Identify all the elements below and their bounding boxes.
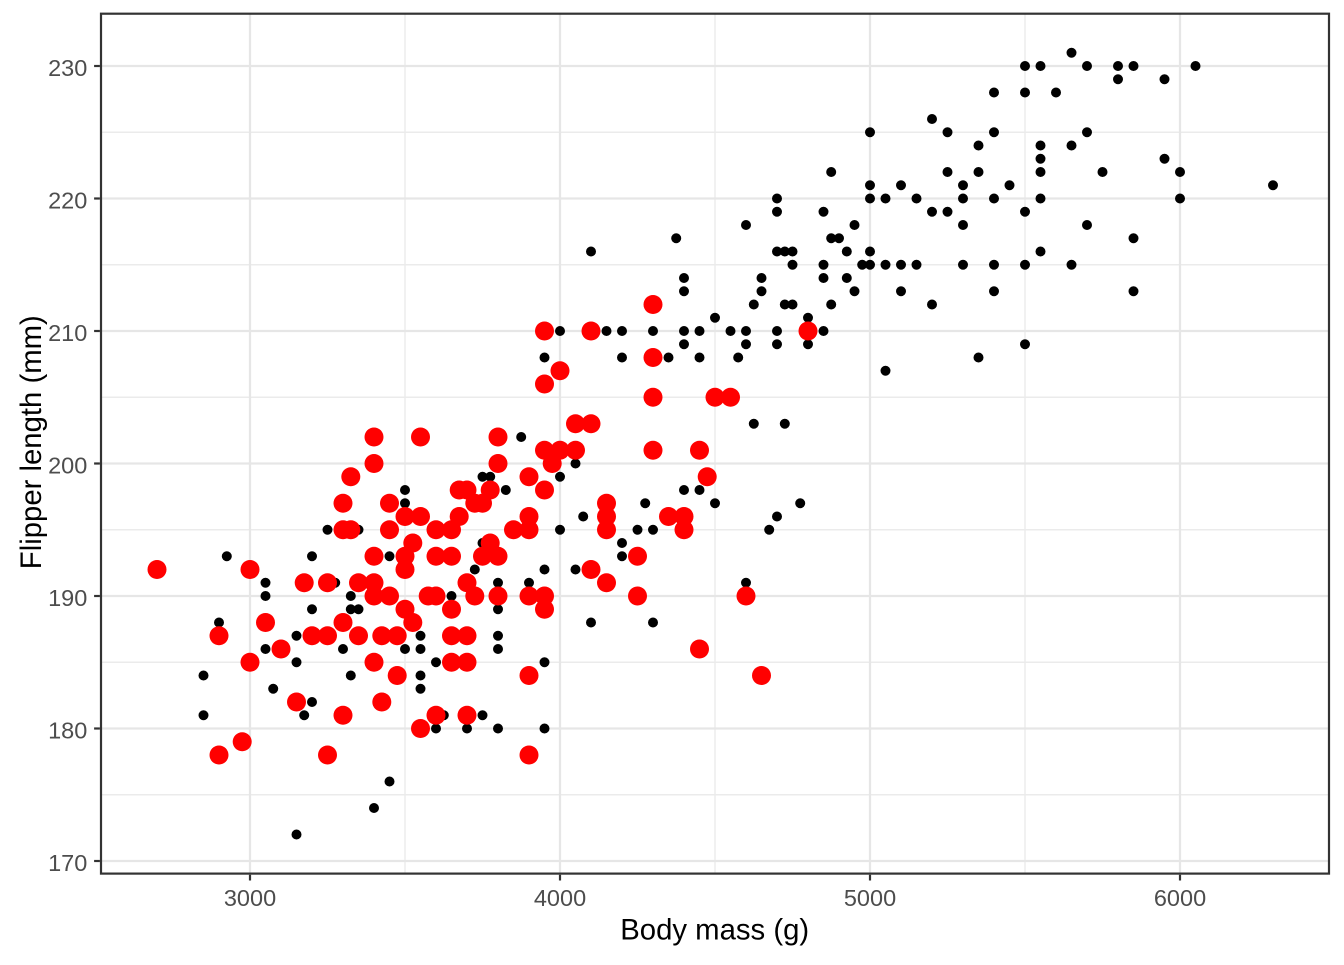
svg-text:200: 200 <box>48 452 87 478</box>
svg-text:230: 230 <box>48 55 87 81</box>
svg-text:Flipper length (mm): Flipper length (mm) <box>15 315 48 569</box>
svg-text:4000: 4000 <box>534 885 586 911</box>
svg-text:5000: 5000 <box>844 885 896 911</box>
svg-text:6000: 6000 <box>1154 885 1206 911</box>
svg-text:180: 180 <box>48 717 87 743</box>
svg-text:190: 190 <box>48 585 87 611</box>
svg-text:3000: 3000 <box>224 885 276 911</box>
svg-text:210: 210 <box>48 320 87 346</box>
svg-text:220: 220 <box>48 187 87 213</box>
svg-text:170: 170 <box>48 850 87 876</box>
svg-text:Body mass (g): Body mass (g) <box>620 914 809 947</box>
